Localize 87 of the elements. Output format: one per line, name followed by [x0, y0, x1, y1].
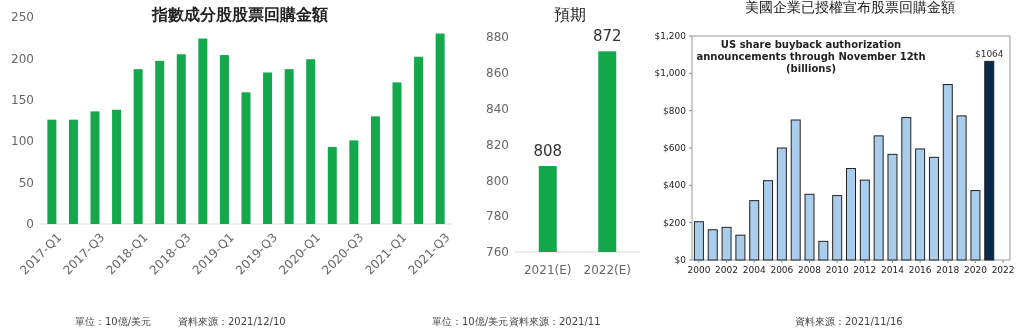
- bar: [47, 119, 57, 224]
- y-tick-label: 800: [486, 173, 509, 188]
- bar: [693, 221, 704, 261]
- source-note: 資料來源：2021/11/16: [795, 316, 903, 327]
- x-tick-label: 2018: [936, 265, 960, 275]
- bar: [241, 92, 251, 224]
- y-tick-label: 780: [486, 209, 509, 224]
- x-tick-label: 2002: [715, 265, 739, 275]
- y-tick-label: 250: [11, 10, 34, 25]
- data-label: 808: [533, 142, 563, 160]
- bar: [176, 54, 186, 224]
- text: US share buyback authorization announcements through November 12th (billions): [696, 39, 926, 74]
- data-label: $1064: [974, 49, 1004, 60]
- y-tick-label: $1,000: [654, 68, 687, 79]
- y-tick-label: 50: [18, 175, 34, 190]
- y-tick-label: 840: [486, 101, 509, 116]
- bar: [832, 195, 843, 261]
- bar: [392, 82, 402, 224]
- x-tick-label: 2022: [991, 265, 1015, 275]
- y-tick-label: 0: [26, 217, 34, 232]
- y-tick-label: $800: [663, 105, 687, 116]
- chart-title: 指數成分股股票回購金額: [151, 5, 328, 24]
- y-tick-label: $400: [663, 180, 687, 191]
- bar: [155, 60, 165, 224]
- x-tick-label: 2014: [881, 265, 905, 275]
- bar: [818, 240, 829, 261]
- bar: [414, 56, 424, 224]
- bar: [790, 119, 801, 261]
- y-tick-label: 820: [486, 137, 509, 152]
- y-tick-label: $1,200: [654, 31, 687, 42]
- bar: [721, 226, 732, 261]
- chart-title: 預期: [554, 5, 586, 24]
- bar: [112, 109, 122, 224]
- y-tick-label: 880: [486, 30, 509, 45]
- y-tick-label: $600: [663, 143, 687, 154]
- bar: [887, 153, 898, 261]
- bar: [707, 229, 718, 261]
- bar: [435, 33, 445, 224]
- bar: [68, 119, 78, 224]
- bar: [133, 69, 143, 224]
- y-tick-label: 200: [11, 51, 34, 66]
- x-tick-label: 2012: [853, 265, 877, 275]
- x-tick-label: 2000: [687, 265, 711, 275]
- source-note: 資料來源：2021/12/10: [178, 316, 286, 327]
- chart-title: 美國企業已授權宣布股票回購金額: [745, 0, 955, 15]
- bar: [984, 60, 995, 261]
- bar: [804, 193, 815, 261]
- bar: [749, 200, 760, 261]
- bar: [942, 84, 953, 261]
- bar: [90, 111, 100, 224]
- bar: [873, 135, 884, 261]
- x-tick-label: 2004: [742, 265, 766, 275]
- x-tick-label: 2016: [908, 265, 932, 275]
- bar: [859, 179, 870, 261]
- bar: [349, 140, 359, 224]
- data-label: 872: [592, 27, 622, 46]
- bar: [763, 180, 774, 261]
- bar: [735, 234, 746, 261]
- bar: [263, 72, 273, 224]
- bar: [219, 55, 229, 224]
- bar: [306, 59, 316, 224]
- bar: [901, 117, 912, 261]
- y-tick-label: 100: [11, 134, 34, 149]
- x-tick-label: 2008: [798, 265, 822, 275]
- y-tick-label: 150: [11, 93, 34, 107]
- bar: [970, 190, 981, 261]
- text: 單位：10億/美元: [432, 316, 509, 327]
- source-note: 資料來源：2021/11: [509, 316, 601, 327]
- y-tick-label: $200: [663, 217, 687, 228]
- x-tick-label: 2006: [770, 265, 794, 275]
- bar: [846, 168, 856, 261]
- bar: [327, 147, 337, 224]
- y-tick-label: 860: [486, 66, 509, 81]
- text: 單位：10億/美元: [75, 316, 152, 327]
- x-tick-label: 2022(E): [583, 263, 631, 277]
- bar: [370, 116, 380, 224]
- y-tick-label: $0: [674, 255, 687, 266]
- bar: [198, 38, 208, 224]
- bar: [915, 148, 926, 261]
- bar: [776, 147, 787, 261]
- x-tick-label: 2020: [963, 265, 988, 275]
- bar: [928, 156, 939, 261]
- x-tick-label: 2010: [825, 265, 849, 275]
- bar: [956, 115, 967, 261]
- y-tick-label: 760: [486, 245, 509, 260]
- x-tick-label: 2021(E): [524, 263, 572, 277]
- bar: [284, 69, 294, 224]
